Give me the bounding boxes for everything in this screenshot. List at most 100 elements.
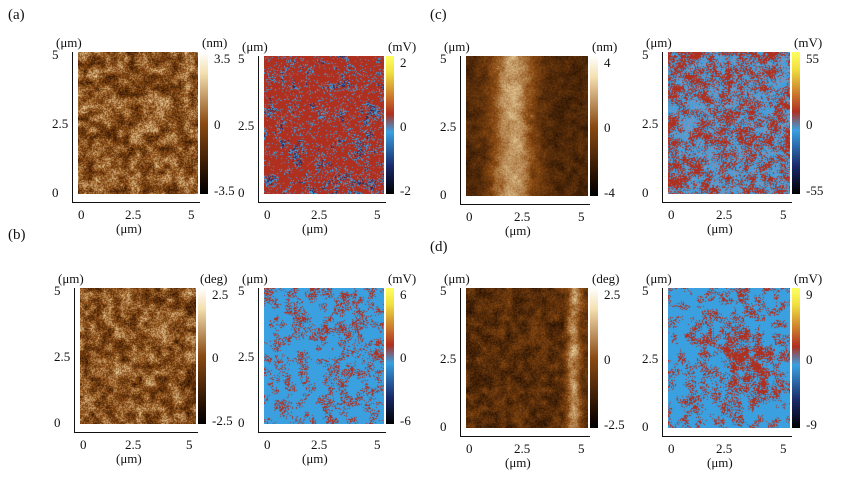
x-axis-unit: (μm): [707, 455, 733, 470]
color-bar-tick-label: -2.5: [604, 417, 625, 432]
x-tick-label: 0: [264, 207, 271, 222]
y-axis-line: [72, 52, 73, 202]
color-bar: [590, 56, 598, 196]
y-tick-label: 5: [642, 47, 649, 62]
x-tick-label: 2.5: [125, 437, 142, 452]
color-bar-unit: (mV): [388, 39, 417, 54]
y-tick-label: 5: [238, 51, 245, 66]
color-bar-unit: (deg): [592, 271, 620, 286]
scan-image: [668, 52, 790, 194]
color-bar-unit: (mV): [794, 35, 823, 50]
y-axis-line: [460, 56, 461, 204]
y-tick-label: 2.5: [440, 351, 457, 366]
x-axis-unit: (μm): [302, 451, 328, 466]
color-bar-tick-label: 0: [806, 117, 813, 132]
scan-image: [78, 52, 198, 194]
panel-label: (c): [430, 7, 447, 23]
x-axis-unit: (μm): [116, 451, 142, 466]
y-tick-label: 5: [440, 283, 447, 298]
y-axis-unit: (μm): [646, 271, 672, 286]
panel-label: (b): [8, 227, 26, 243]
x-tick-label: 0: [668, 207, 675, 222]
color-bar-tick-label: 0: [604, 352, 611, 367]
y-axis-line: [74, 288, 75, 432]
x-tick-label: 5: [186, 437, 193, 452]
color-bar-tick-label: -2.5: [212, 413, 233, 428]
x-tick-label: 5: [578, 441, 585, 456]
color-bar-unit: (nm): [202, 35, 228, 50]
y-axis-unit: (μm): [444, 39, 470, 54]
y-tick-label: 5: [440, 51, 447, 66]
y-axis-unit: (μm): [242, 39, 268, 54]
y-axis-unit: (μm): [56, 35, 82, 50]
color-bar-unit: (nm): [592, 39, 618, 54]
color-bar: [200, 52, 208, 194]
y-tick-label: 0: [440, 419, 447, 434]
x-tick-label: 2.5: [514, 209, 531, 224]
scan-image: [466, 288, 588, 428]
x-tick-label: 0: [80, 437, 87, 452]
x-axis-line: [662, 436, 792, 437]
color-bar-tick-label: 4: [604, 55, 611, 70]
y-axis-unit: (μm): [242, 271, 268, 286]
y-tick-label: 5: [54, 283, 61, 298]
x-tick-label: 2.5: [716, 441, 733, 456]
y-tick-label: 0: [54, 415, 61, 430]
y-axis-line: [662, 288, 663, 436]
x-tick-label: 2.5: [514, 441, 531, 456]
y-axis-line: [662, 52, 663, 202]
color-bar: [792, 288, 800, 428]
x-axis-line: [72, 202, 200, 203]
x-axis-line: [258, 432, 386, 433]
color-bar: [386, 56, 394, 194]
x-tick-label: 2.5: [311, 437, 328, 452]
color-bar-tick-label: 3.5: [214, 51, 231, 66]
x-tick-label: 0: [466, 209, 473, 224]
y-axis-unit: (μm): [58, 271, 84, 286]
y-tick-label: 2.5: [238, 349, 255, 364]
color-bar-tick-label: 0: [214, 117, 221, 132]
scan-image: [466, 56, 588, 196]
scan-image: [80, 288, 196, 424]
y-tick-label: 0: [238, 415, 245, 430]
color-bar-tick-label: -3.5: [214, 183, 235, 198]
color-bar-tick-label: 0: [806, 352, 813, 367]
x-tick-label: 5: [374, 437, 381, 452]
scan-image: [264, 56, 384, 194]
color-bar-tick-label: 9: [806, 287, 813, 302]
color-bar-tick-label: -6: [400, 413, 411, 428]
y-tick-label: 5: [238, 283, 245, 298]
x-tick-label: 0: [78, 207, 85, 222]
x-tick-label: 5: [374, 207, 381, 222]
panel-label: (a): [8, 7, 25, 23]
color-bar-tick-label: 0: [400, 119, 407, 134]
y-tick-label: 2.5: [54, 349, 71, 364]
color-bar-tick-label: 2: [400, 55, 407, 70]
y-tick-label: 2.5: [238, 118, 255, 133]
x-axis-line: [460, 204, 590, 205]
y-tick-label: 5: [642, 283, 649, 298]
x-tick-label: 0: [668, 441, 675, 456]
x-tick-label: 2.5: [716, 207, 733, 222]
x-axis-unit: (μm): [707, 221, 733, 236]
x-tick-label: 5: [188, 207, 195, 222]
y-tick-label: 2.5: [440, 119, 457, 134]
x-axis-line: [460, 436, 590, 437]
x-tick-label: 0: [466, 441, 473, 456]
color-bar-tick-label: -4: [604, 185, 615, 200]
x-tick-label: 5: [780, 207, 787, 222]
x-tick-label: 5: [578, 209, 585, 224]
color-bar-tick-label: 6: [400, 287, 407, 302]
color-bar-tick-label: 2.5: [604, 287, 621, 302]
color-bar-tick-label: -2: [400, 183, 411, 198]
color-bar-tick-label: -9: [806, 417, 817, 432]
y-tick-label: 0: [238, 185, 245, 200]
x-axis-unit: (μm): [505, 223, 531, 238]
x-tick-label: 2.5: [311, 207, 328, 222]
x-tick-label: 0: [264, 437, 271, 452]
color-bar-tick-label: 0: [604, 120, 611, 135]
y-axis-line: [258, 56, 259, 202]
x-tick-label: 2.5: [125, 207, 142, 222]
color-bar-tick-label: 2.5: [212, 287, 229, 302]
